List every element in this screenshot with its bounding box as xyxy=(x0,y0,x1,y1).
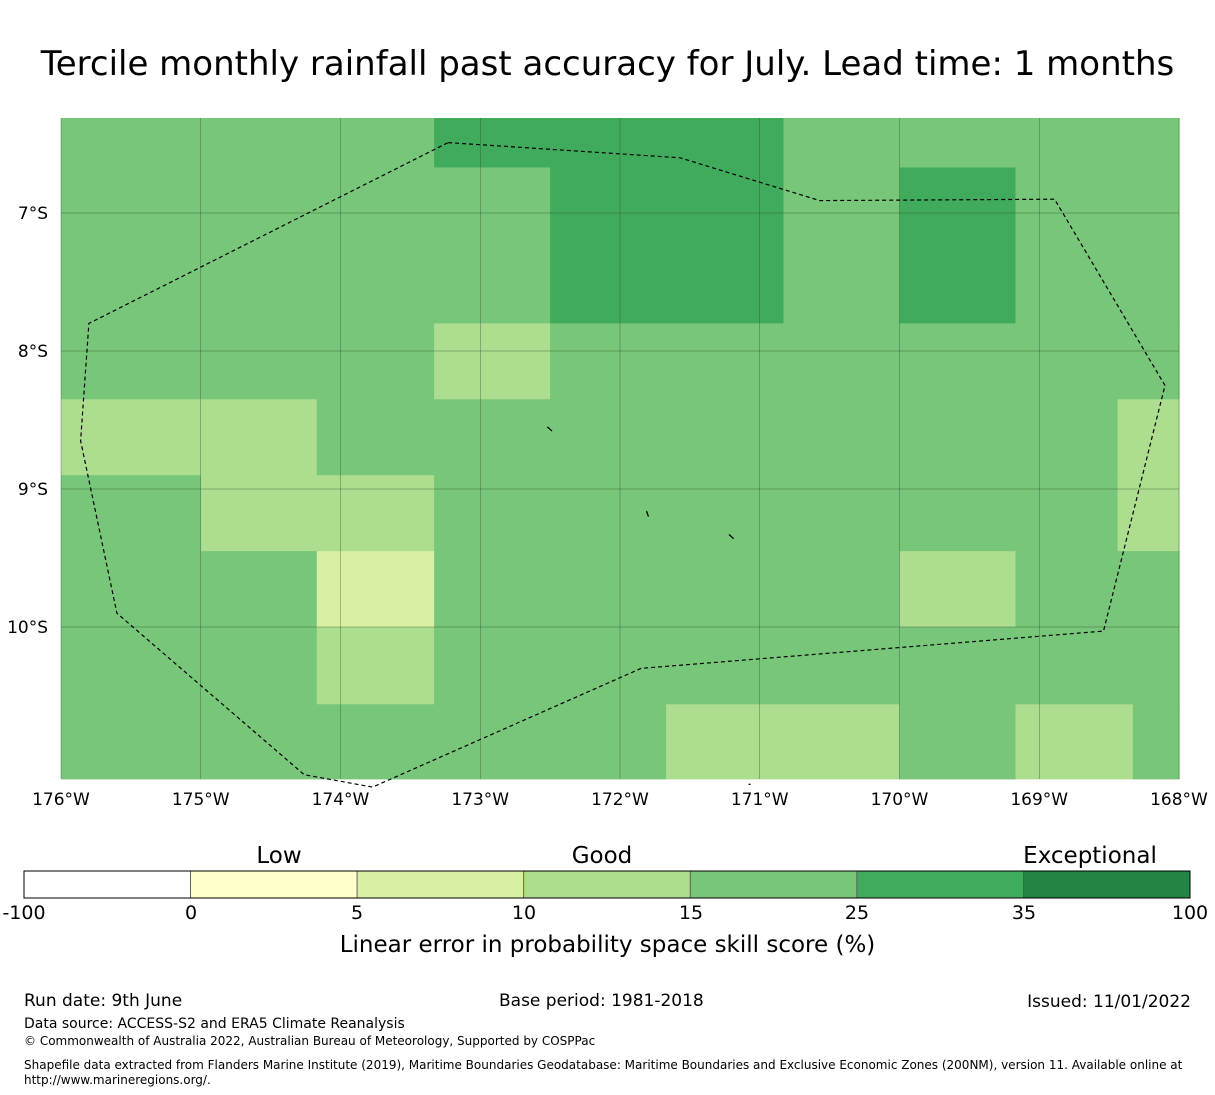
skill-cell xyxy=(61,704,667,780)
latitude-tick-label: 10°S xyxy=(7,618,48,638)
island xyxy=(728,534,735,540)
map-title: Tercile monthly rainfall past accuracy f… xyxy=(40,44,1175,84)
eez-boundary-line xyxy=(79,141,1166,788)
colorbar-swatch xyxy=(356,870,525,899)
skill-cell xyxy=(550,323,1180,400)
colorbar-swatch xyxy=(1023,870,1191,899)
latitude-tick-label: 7°S xyxy=(18,204,48,224)
colorbar-category-good: Good xyxy=(571,843,633,869)
skill-cell xyxy=(1117,399,1180,476)
skill-cell xyxy=(1015,551,1180,628)
colorbar-category-exceptional: Exceptional xyxy=(1023,843,1157,869)
colorbar xyxy=(23,870,1191,899)
colorbar-swatch xyxy=(523,870,691,899)
colorbar-swatch xyxy=(190,870,358,899)
skill-cell xyxy=(434,551,901,628)
issued-date: Issued: 11/01/2022 xyxy=(1027,992,1191,1012)
skill-cell xyxy=(61,399,202,476)
data-source: Data source: ACCESS-S2 and ERA5 Climate … xyxy=(24,1016,405,1032)
longitude-tick-label: 169°W xyxy=(1010,790,1068,810)
colorbar-label: Linear error in probability space skill … xyxy=(339,932,876,958)
islands xyxy=(546,426,751,785)
colorbar-category-low: Low xyxy=(256,843,302,869)
island xyxy=(645,510,650,517)
skill-cell xyxy=(1117,475,1180,552)
island xyxy=(546,426,553,432)
skill-cell xyxy=(61,118,435,400)
skill-cell xyxy=(316,551,435,628)
longitude-tick-labels: 176°W 175°W 174°W 173°W 172°W 171°W 170°W 169°W… xyxy=(32,790,1208,810)
longitude-tick-label: 170°W xyxy=(871,790,929,810)
skill-cell xyxy=(434,118,551,169)
eez-boundary xyxy=(79,141,1166,788)
skill-cell xyxy=(783,118,901,324)
longitude-tick-label: 171°W xyxy=(731,790,789,810)
copyright: © Commonwealth of Australia 2022, Austra… xyxy=(24,1034,596,1048)
skill-cell xyxy=(899,167,1017,324)
longitude-tick-label: 173°W xyxy=(451,790,509,810)
longitude-tick-label: 174°W xyxy=(312,790,370,810)
skill-cell xyxy=(200,399,318,476)
latitude-tick-label: 8°S xyxy=(18,342,48,362)
skill-cell xyxy=(666,704,901,780)
skill-cell xyxy=(61,627,318,705)
skill-cell xyxy=(434,323,551,400)
longitude-tick-label: 168°W xyxy=(1150,790,1208,810)
skill-cell xyxy=(200,475,435,552)
colorbar-outline xyxy=(23,870,1191,899)
colorbar-swatch xyxy=(856,870,1024,899)
skill-cell xyxy=(1015,704,1134,780)
base-period: Base period: 1981-2018 xyxy=(499,991,704,1011)
colorbar-tick: 5 xyxy=(350,902,364,924)
skill-cell xyxy=(550,118,785,324)
colorbar-tick: -100 xyxy=(2,902,46,924)
longitude-tick-label: 172°W xyxy=(591,790,649,810)
colorbar-tick: 15 xyxy=(678,902,704,924)
colorbar-tick: 25 xyxy=(844,902,870,924)
skill-cell xyxy=(316,399,1119,476)
run-date: Run date: 9th June xyxy=(24,991,183,1011)
colorbar-tick: 0 xyxy=(184,902,198,924)
skill-cell xyxy=(1015,118,1180,324)
colorbar-swatch xyxy=(689,870,858,899)
latitude-tick-label: 9°S xyxy=(18,480,48,500)
shapefile-credit: Shapefile data extracted from Flanders M… xyxy=(24,1058,1183,1072)
colorbar-swatch xyxy=(23,870,191,899)
skill-cell xyxy=(316,627,435,705)
longitude-tick-label: 175°W xyxy=(172,790,230,810)
colorbar-tick: 35 xyxy=(1011,902,1037,924)
longitude-tick-label: 176°W xyxy=(32,790,90,810)
skill-cell xyxy=(61,475,202,552)
skill-cells xyxy=(61,118,1180,780)
colorbar-tick: 100 xyxy=(1171,902,1209,924)
skill-cell xyxy=(899,118,1017,169)
shapefile-url: http://www.marineregions.org/. xyxy=(24,1073,211,1087)
skill-cell xyxy=(899,551,1017,628)
graticule xyxy=(60,118,1180,779)
skill-cell xyxy=(61,551,318,628)
skill-cell xyxy=(1132,704,1180,780)
latitude-tick-labels: 7°S 8°S 9°S 10°S xyxy=(7,204,48,638)
colorbar-tick: 10 xyxy=(511,902,537,924)
skill-cell xyxy=(434,475,1119,552)
skill-cell xyxy=(434,167,551,324)
skill-cell xyxy=(899,704,1017,780)
skill-cell xyxy=(434,627,1180,705)
